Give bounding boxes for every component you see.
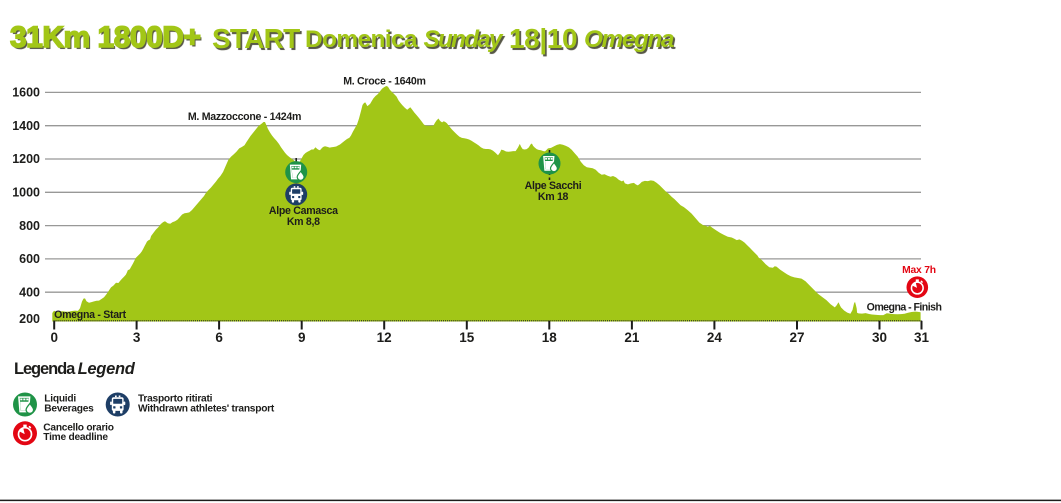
- svg-text:15: 15: [459, 330, 475, 345]
- svg-text:Trasporto ritirati: Trasporto ritirati: [138, 394, 213, 405]
- svg-text:M. Mazzoccone - 1424m: M. Mazzoccone - 1424m: [188, 111, 301, 123]
- svg-text:24: 24: [707, 330, 723, 345]
- svg-text:Liquidi: Liquidi: [44, 394, 76, 405]
- svg-text:12: 12: [377, 330, 392, 345]
- svg-text:400: 400: [19, 285, 40, 299]
- svg-text:Alpe Camasca: Alpe Camasca: [269, 205, 338, 217]
- svg-text:800: 800: [19, 219, 40, 233]
- svg-text:21: 21: [624, 330, 640, 345]
- svg-text:Alpe Sacchi: Alpe Sacchi: [525, 180, 582, 192]
- svg-text:0: 0: [50, 330, 58, 345]
- svg-text:1600: 1600: [12, 86, 40, 100]
- svg-text:Cancello orario: Cancello orario: [43, 422, 113, 433]
- svg-text:M. Croce - 1640m: M. Croce - 1640m: [343, 76, 425, 88]
- svg-text:30: 30: [872, 330, 887, 345]
- svg-text:Max 7h: Max 7h: [902, 265, 936, 276]
- svg-text:Withdrawn athletes' transport: Withdrawn athletes' transport: [138, 404, 275, 415]
- svg-text:Legenda Legend: Legenda Legend: [14, 360, 136, 378]
- svg-text:Beverages: Beverages: [44, 404, 94, 415]
- svg-text:200: 200: [19, 312, 40, 326]
- svg-text:1400: 1400: [12, 119, 40, 133]
- svg-text:1200: 1200: [12, 152, 40, 166]
- svg-text:3: 3: [133, 330, 141, 345]
- svg-text:1000: 1000: [12, 186, 40, 200]
- svg-text:Omegna - Start: Omegna - Start: [54, 309, 127, 321]
- svg-text:Time deadline: Time deadline: [43, 432, 108, 443]
- svg-text:Km 18: Km 18: [538, 191, 569, 203]
- svg-text:31: 31: [914, 330, 930, 345]
- svg-text:9: 9: [298, 330, 306, 345]
- svg-text:27: 27: [789, 330, 804, 345]
- svg-text:18: 18: [542, 330, 558, 345]
- svg-text:600: 600: [19, 252, 40, 266]
- svg-text:Km 8,8: Km 8,8: [287, 216, 320, 228]
- svg-text:6: 6: [215, 330, 223, 345]
- svg-text:Omegna - Finish: Omegna - Finish: [867, 302, 942, 314]
